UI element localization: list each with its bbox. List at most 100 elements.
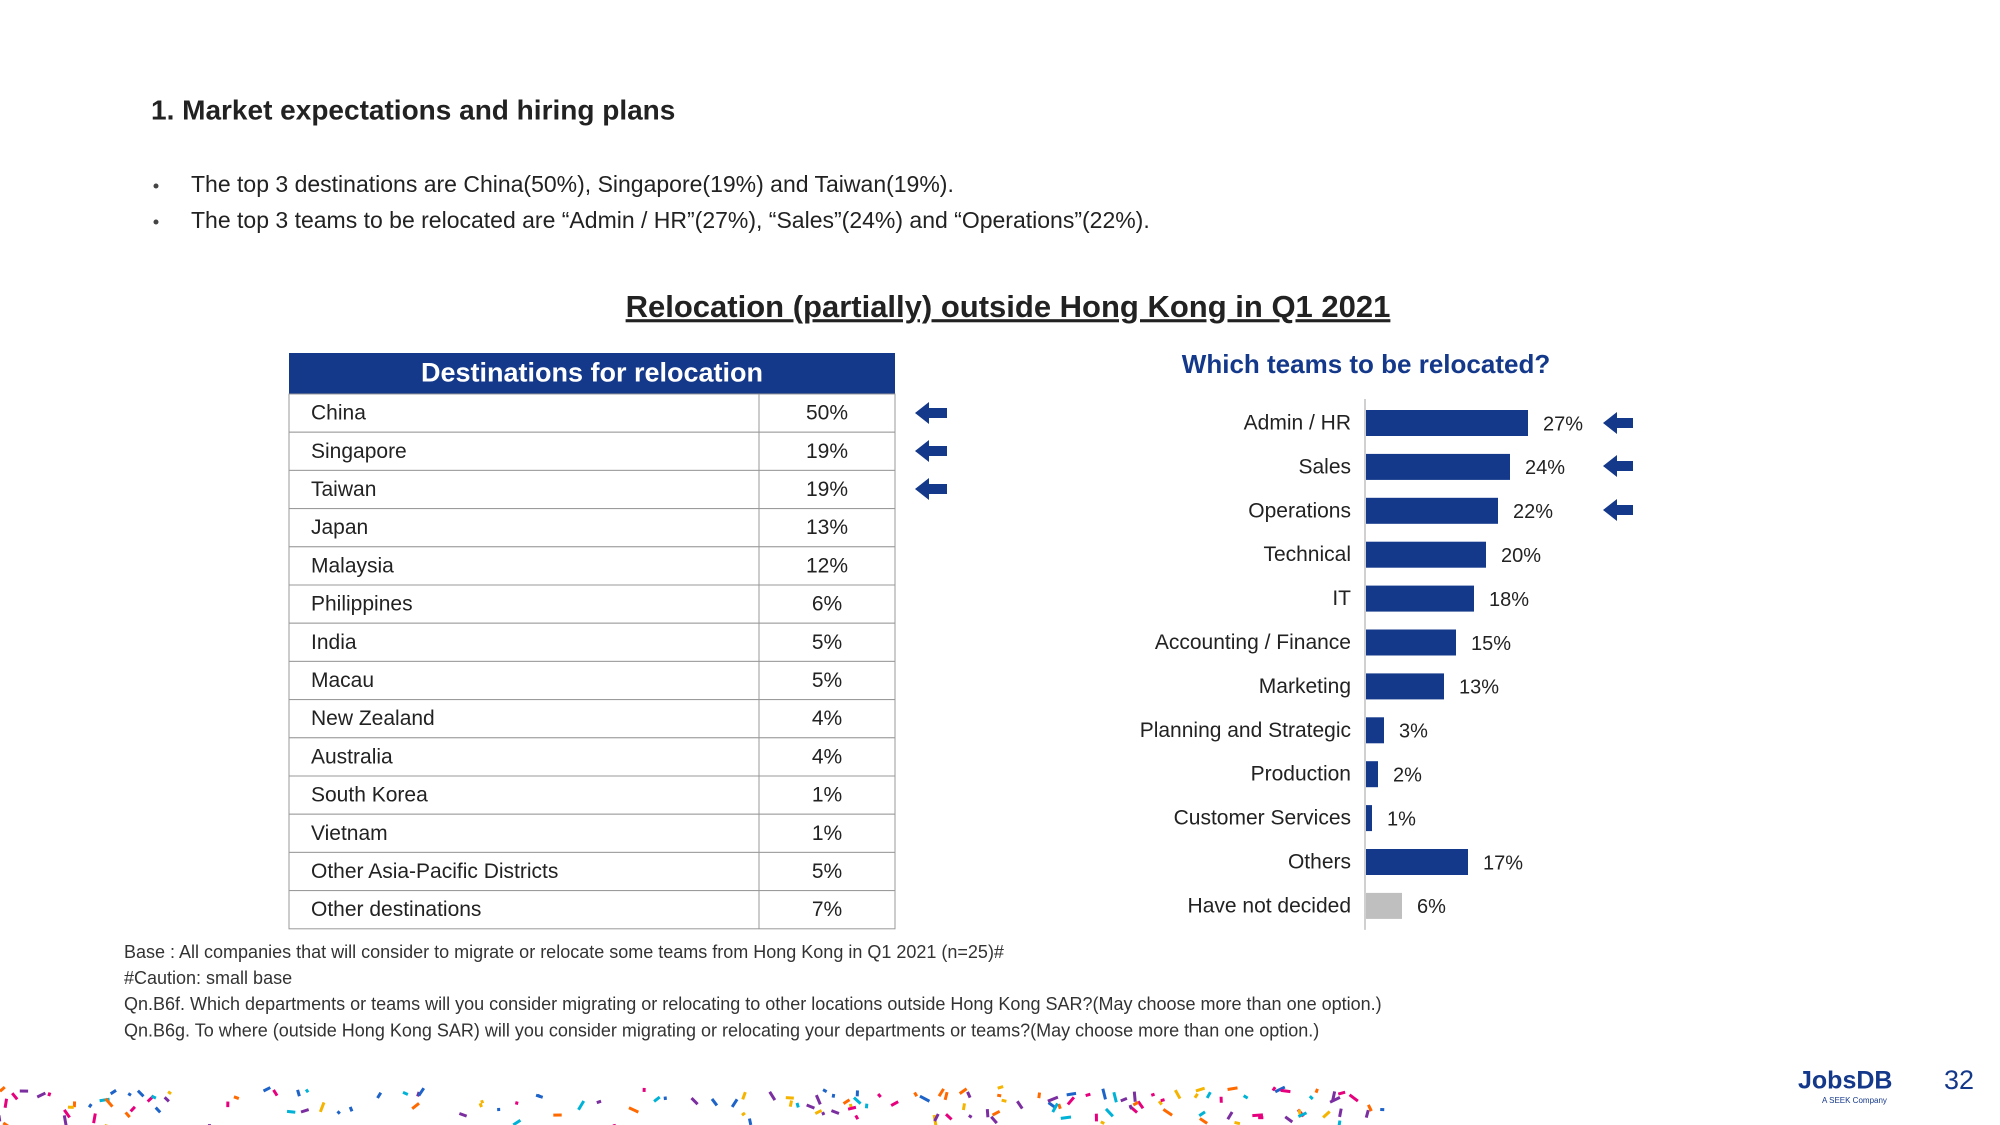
table-cell: 7% xyxy=(812,898,842,921)
confetti xyxy=(1367,1104,1373,1112)
confetti xyxy=(348,1106,354,1112)
confetti xyxy=(553,1113,562,1117)
confetti xyxy=(1132,1091,1137,1102)
confetti xyxy=(92,1113,97,1124)
footnote: Qn.B6g. To where (outside Hong Kong SAR)… xyxy=(124,1020,1319,1040)
confetti xyxy=(272,1089,279,1097)
confetti xyxy=(411,1102,420,1110)
confetti xyxy=(0,1115,2,1122)
value-label: 18% xyxy=(1489,589,1529,611)
table-cell: Other Asia-Pacific Districts xyxy=(311,860,558,883)
table-row xyxy=(288,393,896,433)
table-row xyxy=(288,851,896,892)
table-cell: 5% xyxy=(812,631,842,654)
confetti xyxy=(785,1096,794,1100)
bullet-dot xyxy=(153,183,159,189)
confetti xyxy=(1331,1091,1337,1101)
table-row xyxy=(288,660,896,701)
confetti xyxy=(690,1097,699,1106)
confetti xyxy=(1336,1120,1342,1125)
logo-tagline: A SEEK Company xyxy=(1822,1096,1887,1105)
bar xyxy=(1366,805,1372,832)
confetti xyxy=(997,1085,1004,1090)
table-cell: China xyxy=(311,402,366,425)
table-cell: Malaysia xyxy=(311,554,394,577)
confetti xyxy=(1160,1098,1165,1103)
value-label: 6% xyxy=(1417,896,1446,918)
bullet: The top 3 teams to be relocated are “Adm… xyxy=(191,207,1150,233)
bullet-dot xyxy=(153,219,159,225)
confetti xyxy=(62,1115,68,1125)
confetti xyxy=(937,1088,945,1098)
confetti xyxy=(1199,1117,1208,1125)
confetti xyxy=(318,1101,326,1113)
confetti xyxy=(1280,1088,1291,1094)
confetti xyxy=(830,1109,840,1115)
confetti xyxy=(996,1093,1002,1098)
confetti xyxy=(514,1101,519,1105)
confetti xyxy=(109,1089,117,1096)
confetti xyxy=(1242,1094,1249,1100)
table-cell: 50% xyxy=(806,402,848,425)
confetti xyxy=(11,1092,19,1101)
confetti xyxy=(1193,1092,1199,1099)
confetti xyxy=(814,1094,822,1105)
confetti xyxy=(1284,1115,1294,1124)
table-row xyxy=(288,890,896,930)
confetti xyxy=(990,1115,998,1125)
confetti xyxy=(1252,1113,1264,1118)
confetti xyxy=(36,1091,47,1099)
confetti xyxy=(417,1087,426,1097)
confetti xyxy=(1057,1103,1062,1110)
category-label: Have not decided xyxy=(1188,894,1351,917)
confetti xyxy=(1314,1088,1319,1094)
value-label: 22% xyxy=(1513,501,1553,523)
confetti xyxy=(150,1094,157,1100)
confetti xyxy=(19,1089,29,1093)
confetti xyxy=(842,1098,851,1105)
confetti xyxy=(1094,1113,1098,1122)
section-title: Relocation (partially) outside Hong Kong… xyxy=(626,289,1391,324)
confetti xyxy=(1051,1102,1059,1113)
confetti xyxy=(854,1114,860,1120)
bar xyxy=(1366,410,1528,436)
bar xyxy=(1366,453,1510,480)
confetti xyxy=(304,1088,310,1094)
confetti xyxy=(653,1095,661,1103)
category-label: Customer Services xyxy=(1174,807,1351,830)
confetti xyxy=(1337,1090,1346,1096)
confetti xyxy=(876,1093,882,1098)
chart-title: Which teams to be relocated? xyxy=(1182,349,1550,379)
confetti xyxy=(710,1098,719,1107)
confetti xyxy=(795,1102,800,1108)
value-label: 15% xyxy=(1471,633,1511,655)
confetti xyxy=(167,1090,172,1096)
arrow xyxy=(1603,412,1633,434)
table-cell: Other destinations xyxy=(311,898,481,921)
confetti xyxy=(1100,1120,1105,1125)
confetti xyxy=(376,1091,383,1099)
confetti xyxy=(402,1090,409,1096)
confetti xyxy=(1364,1109,1370,1118)
table-row xyxy=(288,508,896,548)
confetti xyxy=(985,1109,990,1118)
table-cell: 5% xyxy=(812,860,842,883)
table-cell: 1% xyxy=(812,784,842,807)
confetti xyxy=(663,1096,667,1101)
confetti xyxy=(577,1100,586,1111)
heading: 1. Market expectations and hiring plans xyxy=(151,94,675,125)
confetti xyxy=(163,1096,170,1103)
bar xyxy=(1366,892,1402,919)
confetti xyxy=(129,1105,137,1113)
confetti xyxy=(1195,1086,1206,1093)
confetti xyxy=(890,1100,899,1107)
confetti xyxy=(1066,1091,1077,1097)
confetti xyxy=(233,1095,240,1100)
confetti xyxy=(628,1106,639,1114)
confetti xyxy=(788,1100,794,1107)
confetti xyxy=(1322,1110,1331,1119)
confetti xyxy=(1101,1088,1107,1100)
table-cell: Japan xyxy=(311,516,368,539)
confetti xyxy=(480,1099,485,1104)
confetti xyxy=(226,1101,230,1108)
